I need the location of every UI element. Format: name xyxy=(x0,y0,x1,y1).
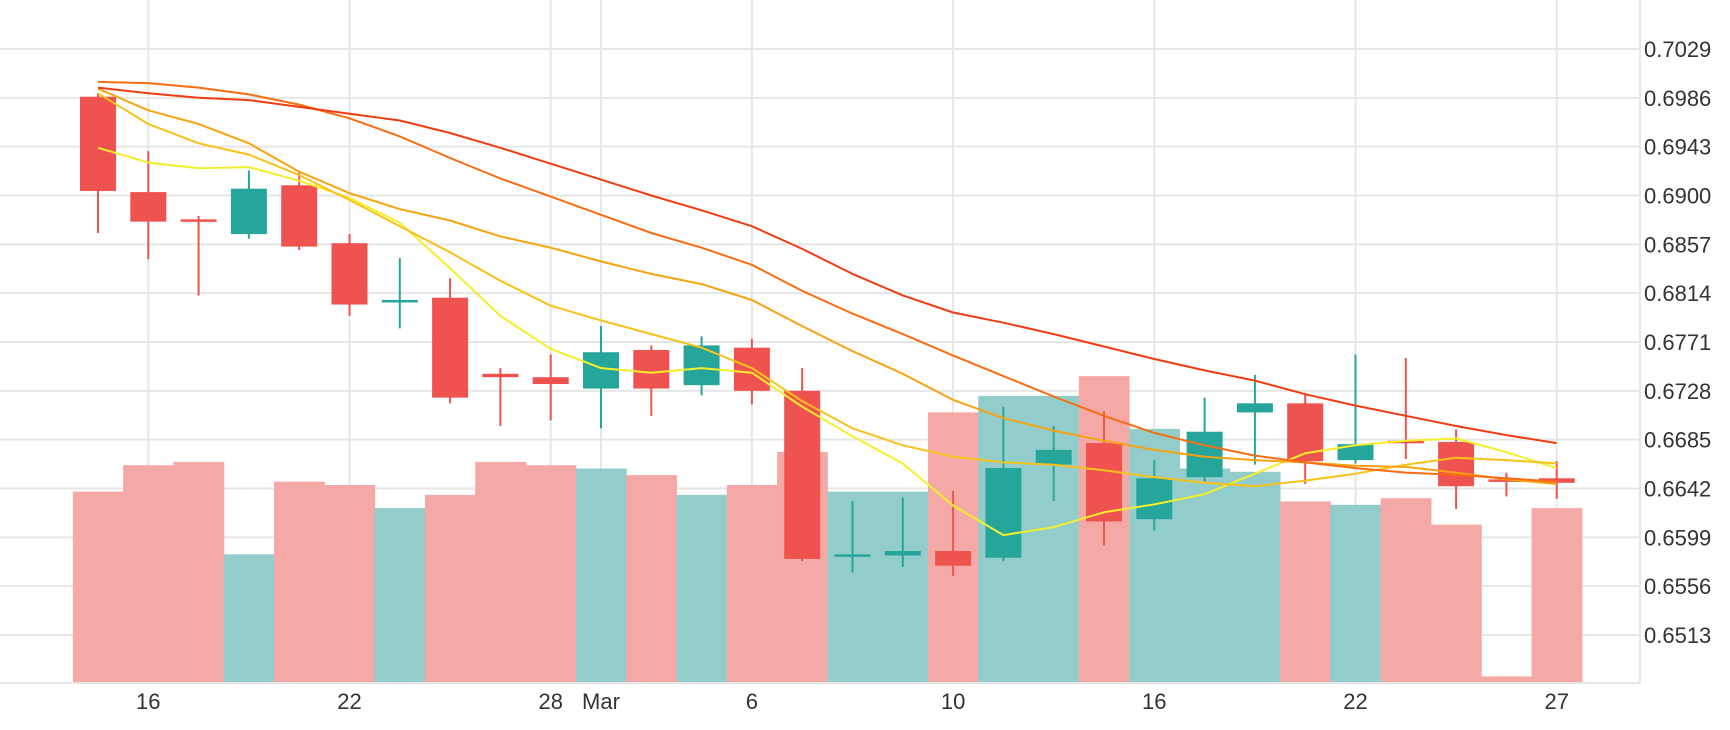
volume-bar xyxy=(223,554,275,683)
x-tick-label: 27 xyxy=(1544,689,1568,714)
candle-body xyxy=(583,352,619,389)
candle-body xyxy=(1337,444,1374,461)
volume-bar xyxy=(324,485,376,683)
moving-average-line xyxy=(97,80,1557,483)
volume-bar xyxy=(1380,498,1432,683)
candle-body xyxy=(180,219,217,222)
volume-bar xyxy=(1179,468,1231,683)
y-tick-label: 0.6857 xyxy=(1644,232,1711,257)
candle-body xyxy=(331,243,368,305)
volume-bar xyxy=(575,468,627,683)
candle-body xyxy=(834,554,871,557)
y-tick-label: 0.6728 xyxy=(1644,379,1711,404)
x-tick-label: 16 xyxy=(136,689,160,714)
volume-bar xyxy=(173,461,225,683)
volume-bar xyxy=(72,491,124,683)
candle-layer xyxy=(80,93,1575,576)
candle-body xyxy=(1538,478,1575,483)
moving-average-line xyxy=(97,87,1557,485)
candle-body xyxy=(683,345,720,386)
candle-body xyxy=(633,349,670,389)
y-tick-label: 0.6814 xyxy=(1644,281,1711,306)
volume-bar xyxy=(1481,676,1533,683)
volume-bar xyxy=(1280,501,1331,683)
candle-body xyxy=(1387,440,1424,444)
y-tick-label: 0.6943 xyxy=(1644,135,1711,160)
candle-body xyxy=(1488,479,1525,482)
volume-bar xyxy=(676,494,728,683)
y-tick-label: 0.6556 xyxy=(1644,574,1711,599)
candle-body xyxy=(1136,478,1173,520)
x-tick-label: 22 xyxy=(1343,689,1367,714)
y-tick-label: 0.6685 xyxy=(1644,428,1711,453)
candle-body xyxy=(281,185,318,247)
x-tick-label: 10 xyxy=(941,689,965,714)
y-tick-label: 0.6513 xyxy=(1644,623,1711,648)
candle-body xyxy=(985,468,1022,558)
y-tick-label: 0.6986 xyxy=(1644,86,1711,111)
candle-body xyxy=(532,377,569,385)
y-tick-label: 0.6642 xyxy=(1644,477,1711,502)
candle-body xyxy=(884,550,921,556)
candle-body xyxy=(784,390,821,559)
volume-bar xyxy=(1330,504,1382,683)
x-tick-label: 28 xyxy=(538,689,562,714)
candle-body xyxy=(1086,443,1122,522)
volume-bar xyxy=(626,475,677,683)
candle-body xyxy=(230,188,267,235)
y-tick-label: 0.6900 xyxy=(1644,184,1711,209)
moving-average-layer xyxy=(97,80,1558,537)
x-tick-label: Mar xyxy=(582,689,620,714)
candle-body xyxy=(130,192,167,222)
candle-body xyxy=(482,373,519,378)
y-tick-label: 0.7029 xyxy=(1644,37,1711,62)
volume-bar xyxy=(525,465,577,683)
candle-body xyxy=(1438,441,1475,487)
moving-average-line xyxy=(97,92,1557,488)
y-tick-label: 0.6771 xyxy=(1644,330,1711,355)
volume-bar xyxy=(475,461,527,683)
volume-bar xyxy=(424,494,476,683)
candle-body xyxy=(935,550,972,566)
candle-body xyxy=(432,297,469,398)
x-tick-label: 22 xyxy=(337,689,361,714)
volume-bar xyxy=(374,508,426,683)
candle-body xyxy=(381,299,418,303)
volume-bar xyxy=(123,465,174,683)
axis-layer: 0.7029 0.6986 0.6943 0.6900 0.6857 0.6814 0.67… xyxy=(0,0,1711,714)
volume-bar xyxy=(274,481,325,683)
candle-body xyxy=(1035,449,1072,465)
y-tick-label: 0.6599 xyxy=(1644,525,1711,550)
volume-bar xyxy=(726,485,778,683)
candle-body xyxy=(1236,403,1273,413)
moving-average-line xyxy=(97,86,1557,445)
x-tick-label: 16 xyxy=(1142,689,1166,714)
volume-bar xyxy=(1430,524,1482,683)
x-tick-label: 6 xyxy=(746,689,758,714)
volume-bar xyxy=(1229,471,1281,683)
volume-bar xyxy=(1531,508,1583,683)
candle-body xyxy=(80,96,116,191)
